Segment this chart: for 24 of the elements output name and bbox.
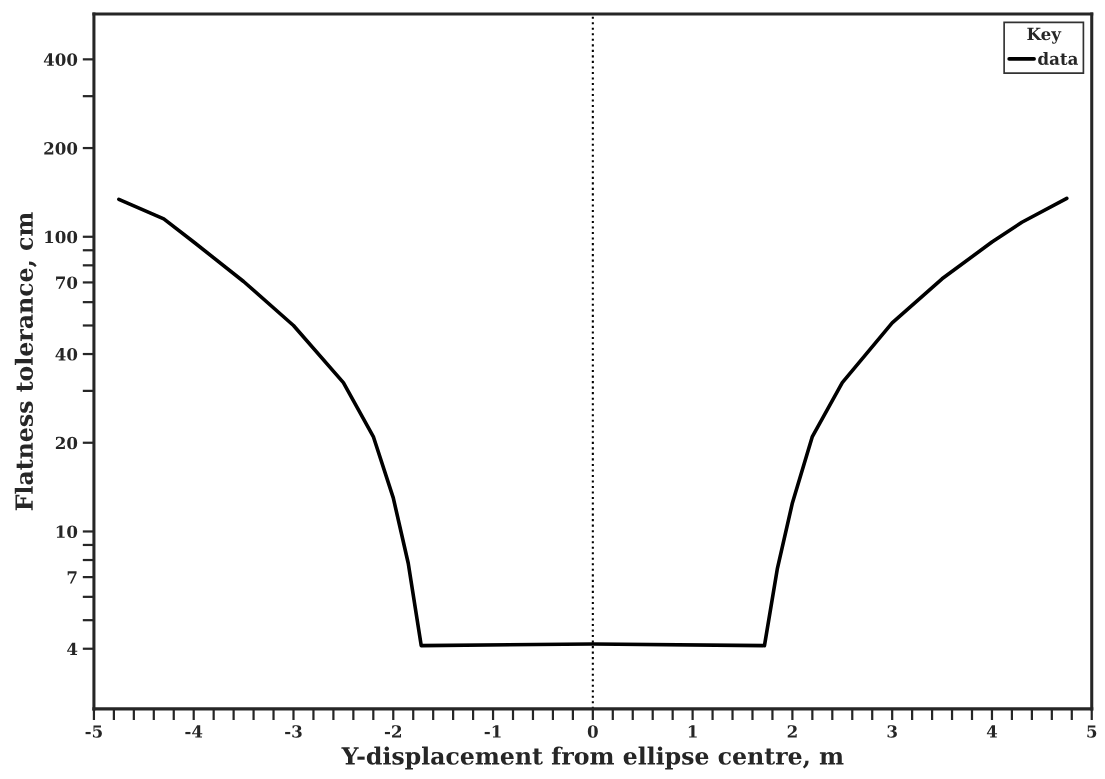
y-axis-title: Flatness tolerance, cm: [14, 212, 37, 511]
y-tick-label: 400: [43, 53, 78, 66]
legend-title: Key: [1027, 27, 1062, 44]
x-tick-label: -4: [185, 725, 203, 738]
x-tick-label: 0: [587, 725, 598, 738]
legend-label: data: [1038, 52, 1079, 65]
x-tick-label: 1: [688, 725, 697, 738]
x-axis-title: Y-displacement from ellipse centre, m: [341, 746, 844, 770]
x-tick-label: -3: [285, 725, 302, 738]
y-tick-label: 10: [56, 525, 78, 539]
x-tick-label: -2: [384, 725, 402, 738]
x-tick-label: -5: [85, 725, 102, 738]
y-tick-label: 200: [44, 142, 78, 155]
x-tick-label: -1: [484, 725, 501, 738]
y-tick-label: 100: [45, 230, 78, 244]
x-tick-label: 3: [887, 725, 897, 738]
y-tick-label: 40: [55, 348, 78, 361]
y-tick-label: 70: [56, 276, 78, 289]
x-tick-label: 5: [1087, 725, 1097, 738]
y-tick-label: 7: [67, 571, 77, 584]
x-tick-label: 2: [787, 725, 797, 738]
y-tick-label: 20: [55, 436, 78, 450]
x-tick-label: 4: [986, 725, 998, 738]
y-tick-label: 4: [67, 642, 78, 656]
